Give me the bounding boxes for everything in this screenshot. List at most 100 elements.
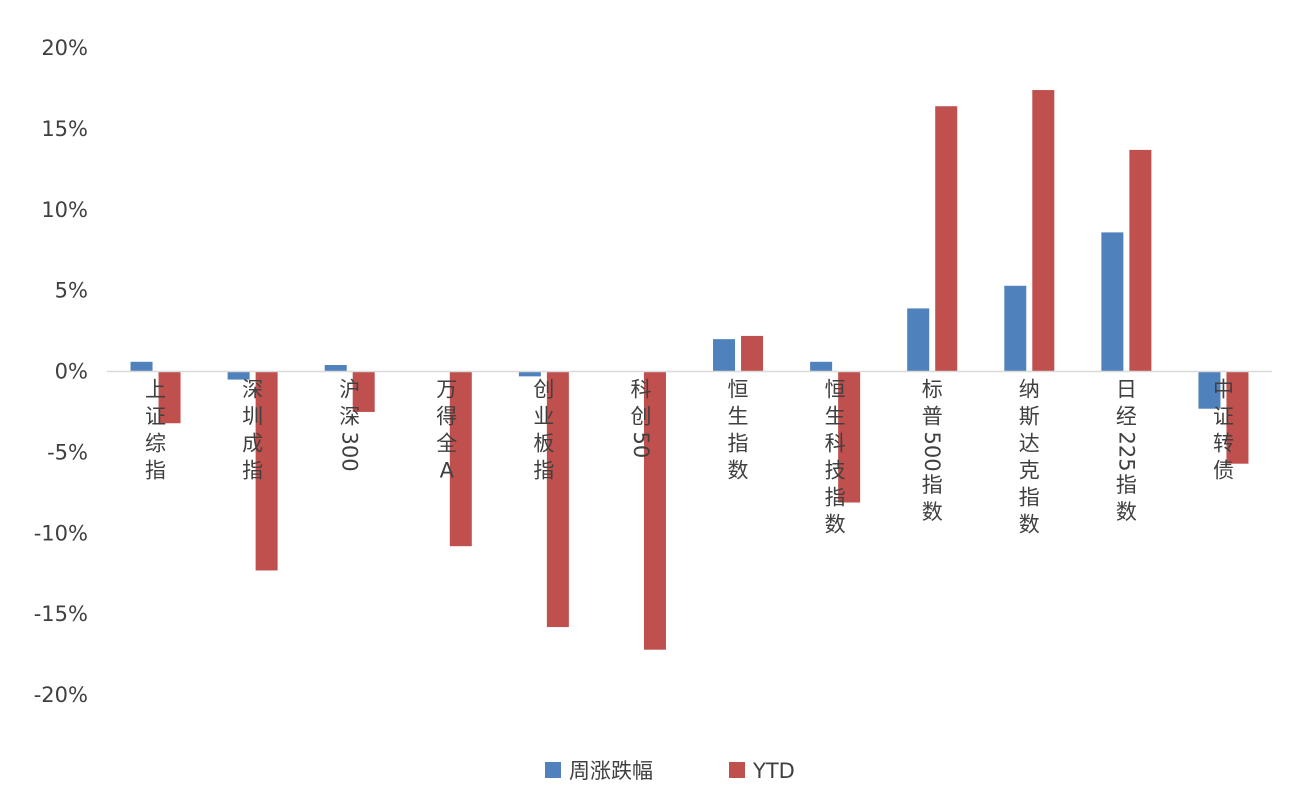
x-category-label-part: 标 [922,378,943,402]
x-category-label-part: 业 [533,405,554,429]
x-category-label-part: 生 [825,405,846,429]
x-category-label-part: 数 [1019,513,1040,537]
x-category-label-part: 300 [338,432,362,472]
y-tick-label: 10% [41,198,88,222]
x-category-label-part: A [440,459,455,483]
ytd-bar [1129,149,1152,372]
weekly-change-bar [518,371,541,377]
x-category-label-part: 指 [1019,486,1040,510]
x-category-label-part: 科 [630,378,651,402]
y-axis: 20% 15% 10% 5% 0% -5% -10% -15% -20% [34,36,88,707]
x-category-label-part: 成 [242,432,263,456]
x-category-label-part: 科 [825,432,846,456]
x-category-label-part: 创 [630,405,651,429]
bars [130,90,1249,650]
weekly-change-bar [227,371,250,380]
legend-swatch-ytd [729,762,745,778]
x-category-label-part: 达 [1019,432,1040,456]
x-category-label: 科创 50 [629,378,653,459]
x-category-label-part: 生 [728,405,749,429]
x-category-label-part: 证 [1213,405,1234,429]
y-tick-label: -15% [34,602,88,626]
ytd-bar [352,371,375,412]
weekly-change-bar [907,308,930,372]
ytd-bar [1032,90,1055,372]
y-tick-label: -5% [47,440,88,464]
ytd-bar [935,106,958,372]
x-category-label-part: 50 [629,432,653,459]
x-category-label-part: 证 [145,405,166,429]
x-category-label-part: 指 [145,459,166,483]
x-category-label-part: 日 [1116,378,1137,402]
y-tick-label: -10% [34,521,88,545]
weekly-change-bar [810,361,833,372]
y-tick-label: 15% [41,117,88,141]
x-category-label-part: 数 [825,513,846,537]
x-category-label-part: 斯 [1019,405,1040,429]
x-category-label-part: 数 [922,500,943,524]
ytd-bar [838,371,861,503]
x-category-label-part: 创 [533,378,554,402]
ytd-bar [1226,371,1249,464]
weekly-change-bar [130,361,153,372]
x-category-label-part: 得 [436,405,457,429]
x-category-label-part: 综 [145,432,166,456]
x-category-label-part: 数 [728,459,749,483]
x-category-label-part: 克 [1019,459,1040,483]
legend-label-ytd: YTD [752,759,795,783]
x-category-label-part: 深 [242,378,263,402]
x-category-label: 沪深 300 [338,378,362,472]
x-category-label-part: 指 [242,459,263,483]
ytd-bar [546,371,569,628]
x-category-label-part: 指 [825,486,846,510]
x-category-label-part: 指 [922,473,943,497]
legend-label-weekly: 周涨跌幅 [569,759,653,783]
y-tick-label: 0% [55,360,88,384]
y-tick-label: 20% [41,36,88,60]
ytd-bar [643,371,666,650]
x-category-label-part: 深 [339,405,360,429]
x-category-label-part: 万 [436,378,457,402]
x-category-label-part: 恒 [825,378,846,402]
y-tick-label: -20% [34,683,88,707]
x-category-label-part: 数 [1116,500,1137,524]
weekly-change-bar [1198,371,1221,409]
x-axis-labels: 上证综指深圳成指沪深300万得全A创业板指科创50恒生指数恒生科技指数标普500… [145,378,1234,537]
ytd-bar [158,371,181,424]
x-category-label-part: 普 [922,405,943,429]
x-category-label-part: 转 [1213,432,1234,456]
weekly-change-bar [1004,285,1027,372]
y-tick-label: 5% [55,279,88,303]
x-category-label-part: 全 [436,432,457,456]
weekly-change-bar [324,365,347,372]
weekly-change-bar [1101,232,1124,372]
x-category-label-part: 圳 [242,405,263,429]
x-category-label-part: 沪 [339,378,360,402]
x-category-label-part: 恒 [728,378,749,402]
x-category-label-part: 中 [1213,378,1234,402]
x-category-label-part: 板 [533,432,554,456]
x-category-label-part: 500 [920,432,944,472]
x-category-label-part: 225 [1114,432,1138,472]
x-category-label-part: 经 [1116,405,1137,429]
x-category-label-part: 纳 [1019,378,1040,402]
x-category-label-part: 指 [1116,473,1137,497]
ytd-bar [255,371,278,571]
legend: 周涨跌幅 YTD [545,759,795,783]
ytd-bar [449,371,472,547]
x-category-label-part: 指 [728,432,749,456]
x-category-label-part: 指 [533,459,554,483]
x-category-label-part: 债 [1213,459,1234,483]
x-category-label-part: 上 [145,378,166,402]
legend-swatch-weekly [545,762,561,778]
